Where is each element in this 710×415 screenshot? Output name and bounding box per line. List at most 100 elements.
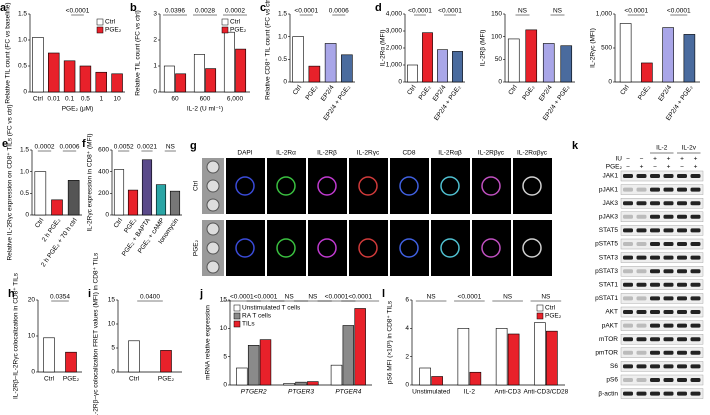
row-label: Ctrl xyxy=(193,180,200,191)
band xyxy=(663,296,674,301)
blot-strip xyxy=(620,347,704,358)
blot-strip xyxy=(620,306,704,318)
band xyxy=(650,174,660,178)
bar xyxy=(51,199,63,216)
x-tick-label: 0.5 xyxy=(81,96,90,103)
band xyxy=(636,391,647,396)
protein-label: JAK1 xyxy=(602,173,618,180)
y-axis-label: pS6 MFI (×10³) in CD8⁺ TILs xyxy=(387,300,394,384)
panel-letter: l xyxy=(382,288,385,300)
bar xyxy=(48,52,60,93)
band xyxy=(690,187,701,192)
band xyxy=(663,364,674,369)
y-axis-label: IL-2Rγc expression in CD8⁺ (MFI) xyxy=(87,133,94,231)
x-tick-label: Ctrl xyxy=(129,376,140,383)
panel-letter: j xyxy=(199,288,203,300)
y-tick-label: 1.5 xyxy=(278,11,287,18)
protein-label: mTOR xyxy=(599,336,618,343)
y-tick-label: 0 xyxy=(153,89,157,96)
band xyxy=(690,391,701,396)
condition-sign: + xyxy=(680,156,684,163)
panel-letter: b xyxy=(130,2,137,14)
legend-swatch xyxy=(233,304,241,312)
cell-stain xyxy=(358,176,378,196)
y-tick-label: 15 xyxy=(108,297,116,304)
legend-label: Unstimulated T cells xyxy=(242,305,301,312)
protein-label: pS6 xyxy=(606,377,618,384)
column-label: IL-2Rαβ xyxy=(438,150,462,157)
band xyxy=(677,201,687,206)
bar xyxy=(169,190,181,216)
image-tile xyxy=(267,220,306,276)
band xyxy=(636,269,647,274)
image-tile xyxy=(226,220,265,276)
image-tile xyxy=(513,158,552,214)
band xyxy=(677,310,687,314)
bar xyxy=(324,43,337,83)
band xyxy=(677,228,687,233)
band xyxy=(623,323,633,328)
y-tick-label: 1.5 xyxy=(20,147,29,154)
bar xyxy=(141,159,153,216)
p-value: NS xyxy=(518,8,528,15)
condition-sign: − xyxy=(626,156,630,163)
x-tick-label: Ctrl xyxy=(34,217,46,230)
p-value: NS xyxy=(541,294,551,301)
bar xyxy=(95,71,107,93)
x-tick-label: PGE₂ xyxy=(304,84,319,102)
bar xyxy=(525,29,538,83)
panel-letter: e xyxy=(2,138,8,150)
protein-label: STAT3 xyxy=(599,254,619,261)
band xyxy=(663,214,674,219)
cell-stain xyxy=(358,238,378,258)
panel-letter: a xyxy=(0,2,7,14)
condition-label: IU xyxy=(616,156,623,163)
legend-label: RA T cells xyxy=(242,313,272,320)
y-tick-label: 5 xyxy=(111,345,115,352)
y-tick-label: 0 xyxy=(283,79,287,86)
column-label: CD8 xyxy=(402,150,415,157)
band xyxy=(677,255,687,260)
x-tick-label: PTGER3 xyxy=(288,389,314,396)
band xyxy=(636,337,647,342)
p-value: 0.0002 xyxy=(35,144,55,151)
bar xyxy=(662,27,674,83)
x-tick-label: 0.1 xyxy=(65,96,74,103)
bar xyxy=(307,381,319,386)
p-value: <0.0001 xyxy=(294,8,318,15)
y-tick-label: 15 xyxy=(220,297,228,304)
band xyxy=(623,228,633,233)
y-tick-label: 0 xyxy=(223,382,227,389)
blot-strip xyxy=(620,225,704,236)
x-tick-label: Unstimulated xyxy=(412,389,450,396)
x-tick-label: 0.01 xyxy=(47,96,60,103)
y-tick-label: 2 xyxy=(405,353,409,360)
p-value: <0.0001 xyxy=(438,8,462,15)
band xyxy=(663,378,674,382)
x-tick-label: Ctrl xyxy=(44,376,55,383)
blot-strip xyxy=(620,211,704,223)
band xyxy=(623,201,633,206)
condition-sign: − xyxy=(653,164,657,171)
cell xyxy=(206,160,220,174)
condition-sign: + xyxy=(694,164,698,171)
y-axis-label: IL-2Rα (MFI) xyxy=(380,30,387,67)
legend-label: Ctrl xyxy=(230,19,241,26)
image-tile xyxy=(267,158,306,214)
y-tick-label: 1.0 xyxy=(20,168,29,175)
cell-stain xyxy=(317,176,337,196)
band xyxy=(663,337,674,342)
x-tick-label: PGE₂ xyxy=(63,376,80,383)
condition-sign: + xyxy=(640,164,644,171)
y-tick-label: 150 xyxy=(491,11,502,18)
image-tile xyxy=(513,220,552,276)
bar xyxy=(205,68,217,93)
y-tick-label: 0 xyxy=(23,89,27,96)
blot-strip xyxy=(620,238,704,250)
group-label: IL-2v xyxy=(682,145,697,152)
y-tick-label: 10 xyxy=(28,333,36,340)
group-label: IL-2 xyxy=(656,145,668,152)
band xyxy=(623,214,633,219)
bar xyxy=(111,73,123,93)
band xyxy=(623,378,633,382)
